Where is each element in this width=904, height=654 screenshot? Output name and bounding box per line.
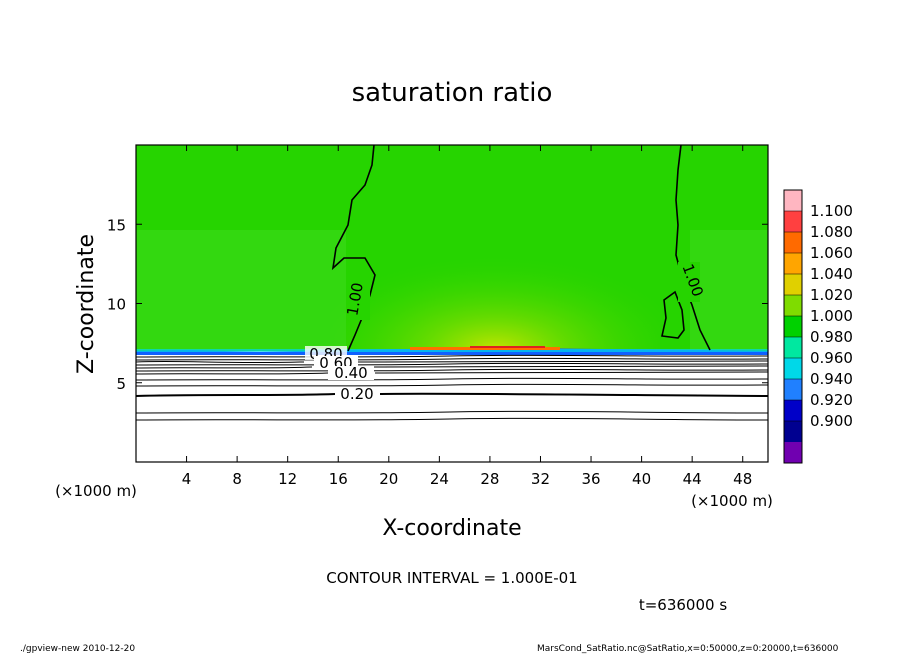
contour-line [135,410,769,414]
chart-title: saturation ratio [352,78,553,108]
y-tick-label: 5 [116,375,126,393]
x-tick-label: 16 [329,470,348,488]
contour-label-bg [328,366,374,380]
colorbar-swatch [784,253,802,275]
left-light-patch [136,230,346,350]
gradient-bump [330,190,660,351]
red-peak [470,346,545,348]
contour-label-020: 0.20 [340,385,373,403]
contour-line [135,362,769,366]
colorbar-label: 1.000 [810,307,853,325]
x-unit-left: (×1000 m) [55,482,137,500]
x-tick-label: 24 [430,470,449,488]
contour-label-bg [335,387,379,401]
colorbar-label: 1.100 [810,202,853,220]
colorbar-label: 0.900 [810,412,853,430]
x-tick-label: 8 [232,470,242,488]
colorbar-swatch [784,232,802,254]
colorbar-swatch [784,190,802,212]
colorbar-swatch [784,337,802,359]
contour-line [135,354,769,358]
footer-right: MarsCond_SatRatio.nc@SatRatio,x=0:50000,… [537,644,839,654]
x-tick-label: 44 [683,470,702,488]
contour-line [135,383,769,387]
contour-label-bg [314,356,358,369]
contour-line [135,357,769,361]
interface-cyan [136,349,768,352]
x-tick-label: 12 [278,470,297,488]
colorbar-label: 1.060 [810,244,853,262]
contour-line-060 [135,365,769,369]
colorbar-frame [783,189,803,464]
colorbar: 1.100 1.080 1.060 1.040 1.020 1.000 0.980 0.960… [783,189,853,464]
colorbar-label: 1.080 [810,223,853,241]
x-axis-label: X-coordinate [382,516,521,541]
colorbar-swatch [784,358,802,380]
colorbar-label: 0.960 [810,349,853,367]
colorbar-label: 1.040 [810,265,853,283]
x-tick-label: 20 [379,470,398,488]
colorbar-swatch [784,295,802,317]
footer-left: ./gpview-new 2010-12-20 [20,644,135,654]
colorbar-swatch [784,442,802,464]
y-tick-label: 15 [107,216,126,234]
colorbar-label: 0.940 [810,370,853,388]
contour-line-100-island [661,290,685,339]
colorbar-swatch [784,211,802,233]
contour-line-100-right [675,144,711,351]
x-tick-label: 4 [182,470,192,488]
plot-area: 1.00 1.00 0.80 0.60 0.40 0.20 [135,144,769,463]
y-axis: 5 10 15 [107,216,768,393]
contour-label-100-left: 1.00 [343,281,367,317]
contour-line-080 [135,360,769,364]
colorbar-label: 0.980 [810,328,853,346]
colorbar-swatch [784,379,802,401]
contour-line [135,377,769,381]
colorbar-swatch [784,316,802,338]
x-tick-label: 48 [733,470,752,488]
y-axis-label: Z-coordinate [74,234,99,374]
contour-label-bg [350,280,370,320]
colorbar-label: 0.920 [810,391,853,409]
contour-interval-text: CONTOUR INTERVAL = 1.000E-01 [326,569,577,587]
contour-line [135,368,769,372]
contour-lines [135,354,769,421]
x-tick-label: 40 [632,470,651,488]
time-text: t=636000 s [639,596,727,614]
right-light-patch [690,230,768,350]
y-tick-label: 10 [107,296,126,314]
contour-label-040: 0.40 [334,364,367,382]
x-tick-label: 32 [531,470,550,488]
x-unit-right: (×1000 m) [691,492,773,510]
x-axis: 4 8 12 16 20 24 28 32 36 40 44 48 [182,145,752,488]
contour-line-020 [135,392,769,397]
contour-line-040 [135,371,769,375]
colorbar-swatch [784,400,802,422]
x-tick-label: 28 [480,470,499,488]
colorbar-swatch [784,421,802,443]
x-tick-label: 36 [581,470,600,488]
contour-label-bg [678,262,700,302]
contour-line [135,417,769,421]
colorbar-label: 1.020 [810,286,853,304]
colorbar-swatch [784,274,802,296]
